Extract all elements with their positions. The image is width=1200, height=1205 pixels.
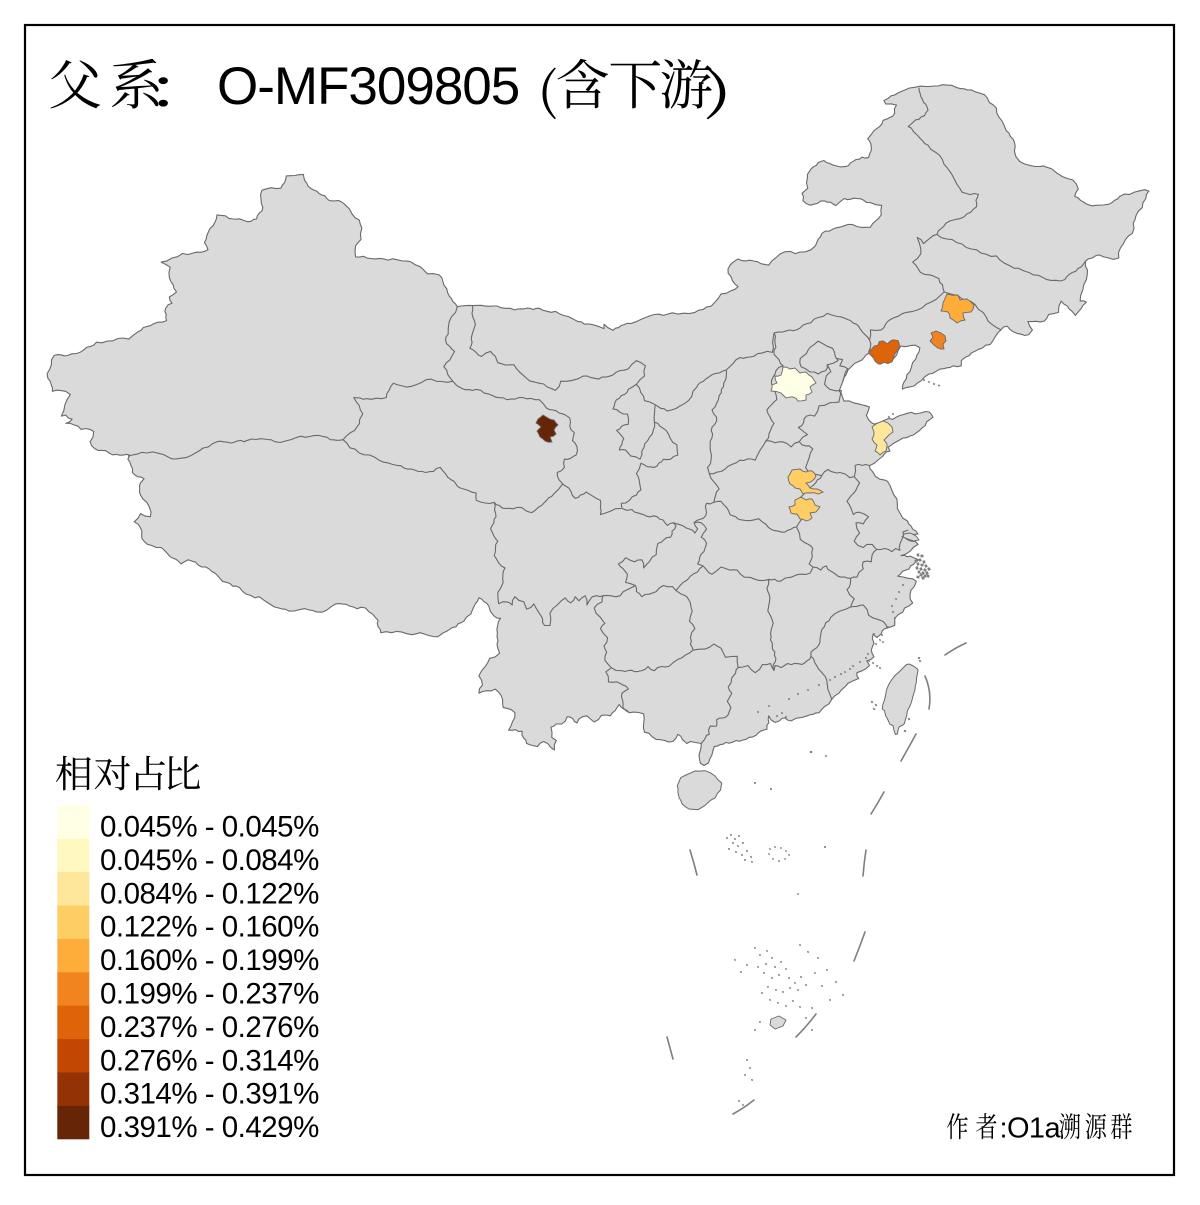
svg-text:0.237% - 0.276%: 0.237% - 0.276% bbox=[100, 1011, 319, 1044]
svg-text:0.084% - 0.122%: 0.084% - 0.122% bbox=[100, 877, 319, 910]
svg-text:0.045% - 0.045%: 0.045% - 0.045% bbox=[100, 811, 319, 844]
svg-text:0.160% - 0.199%: 0.160% - 0.199% bbox=[100, 944, 319, 977]
svg-text:0.045% - 0.084%: 0.045% - 0.084% bbox=[100, 844, 319, 877]
svg-text:0.122% - 0.160%: 0.122% - 0.160% bbox=[100, 911, 319, 944]
svg-text:0.391% - 0.429%: 0.391% - 0.429% bbox=[100, 1111, 319, 1144]
svg-text::O1a: :O1a bbox=[1000, 1113, 1062, 1145]
svg-text:0.199% - 0.237%: 0.199% - 0.237% bbox=[100, 978, 319, 1011]
svg-text:O-MF309805: O-MF309805 bbox=[217, 57, 519, 116]
svg-text:0.314% - 0.391%: 0.314% - 0.391% bbox=[100, 1078, 319, 1111]
svg-text:0.276% - 0.314%: 0.276% - 0.314% bbox=[100, 1044, 319, 1077]
